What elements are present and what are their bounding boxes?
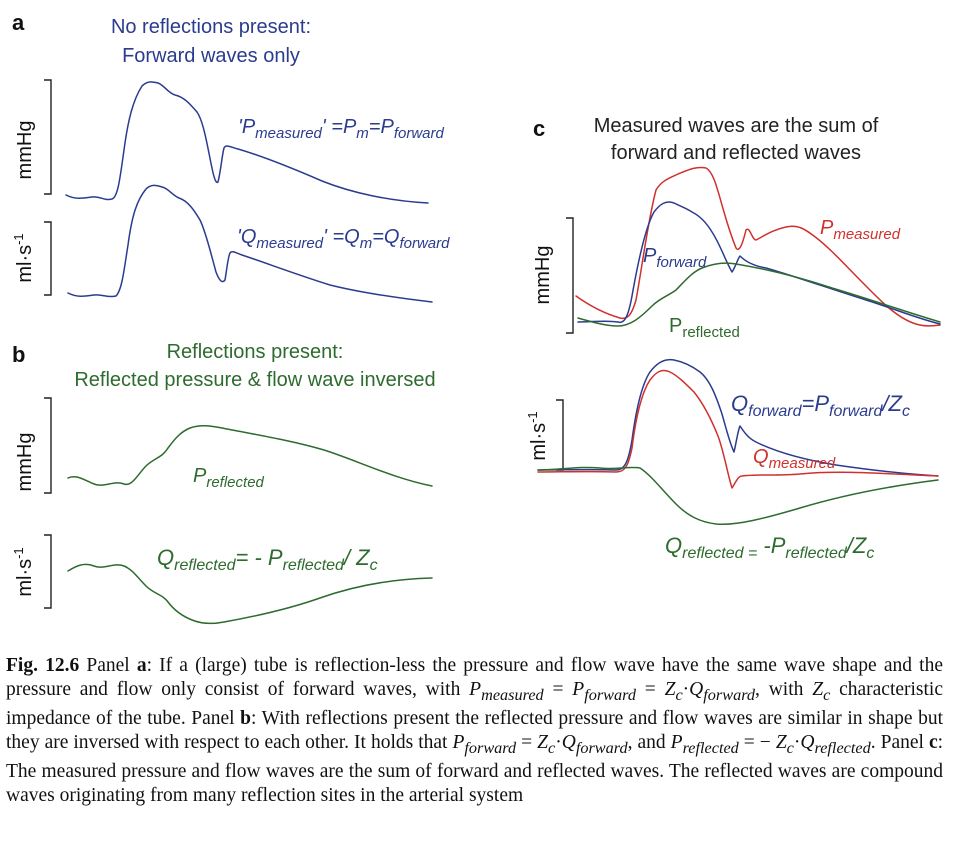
- panel-c-letter: c: [533, 116, 545, 141]
- panel-a-flow-bracket: [44, 222, 51, 295]
- panel-b-pressure-ylabel: mmHg: [14, 433, 36, 492]
- panel-c: c Measured waves are the sum of forward …: [525, 115, 940, 562]
- panel-c-flow-ylabel: ml·s-1: [525, 411, 550, 460]
- panel-a-pressure-bracket: [44, 80, 51, 194]
- panel-c-title-line1: Measured waves are the sum of: [594, 115, 879, 137]
- panel-a-pressure-equation: 'Pmeasured' =Pm=Pforward: [238, 116, 444, 142]
- panel-b-flow-equation: Qreflected= - Preflected/ Zc: [157, 545, 378, 574]
- panel-a-pressure-curve: [66, 82, 428, 203]
- panel-c-qreflected-equation: Qreflected = -Preflected/Zc: [665, 533, 874, 562]
- panel-c-qreflected-curve: [538, 467, 938, 524]
- panel-a-title-line2: Forward waves only: [122, 45, 300, 67]
- panel-b-pressure-label: Preflected: [193, 465, 265, 491]
- panel-b: b Reflections present: Reflected pressur…: [11, 341, 436, 623]
- panel-c-pmeasured-label: Pmeasured: [820, 217, 901, 243]
- panel-a-letter: a: [12, 10, 25, 35]
- panel-c-pressure-ylabel: mmHg: [532, 246, 554, 305]
- panel-a-flow-ylabel: ml·s-1: [11, 233, 36, 282]
- panel-a: a No reflections present: Forward waves …: [11, 10, 450, 302]
- panel-c-pforward-curve: [578, 202, 940, 324]
- panel-b-title-line1: Reflections present:: [167, 341, 344, 363]
- panel-a-title-line1: No reflections present:: [111, 16, 311, 38]
- panel-c-qmeasured-label: Qmeasured: [753, 446, 836, 472]
- figure-caption: Fig. 12.6 Panel a: If a (large) tube is …: [6, 654, 943, 808]
- panel-a-flow-equation: 'Qmeasured' =Qm=Qforward: [237, 226, 450, 252]
- panel-c-pforward-label: Pforward: [643, 245, 707, 271]
- figure-diagram: a No reflections present: Forward waves …: [0, 0, 955, 640]
- panel-b-flow-ylabel: ml·s-1: [11, 547, 36, 596]
- panel-c-pressure-bracket: [566, 218, 573, 333]
- panel-c-preflected-label: Preflected: [669, 315, 740, 341]
- panel-b-pressure-bracket: [44, 398, 51, 493]
- panel-c-title-line2: forward and reflected waves: [611, 142, 861, 164]
- panel-b-title-line2: Reflected pressure & flow wave inversed: [74, 369, 435, 391]
- panel-b-letter: b: [12, 342, 25, 367]
- panel-b-flow-bracket: [44, 535, 51, 608]
- panel-c-qforward-equation: Qforward=Pforward/Zc: [731, 391, 910, 420]
- panel-a-pressure-ylabel: mmHg: [14, 121, 36, 180]
- panel-c-flow-bracket: [556, 400, 563, 470]
- figure-label: Fig. 12.6: [6, 655, 79, 676]
